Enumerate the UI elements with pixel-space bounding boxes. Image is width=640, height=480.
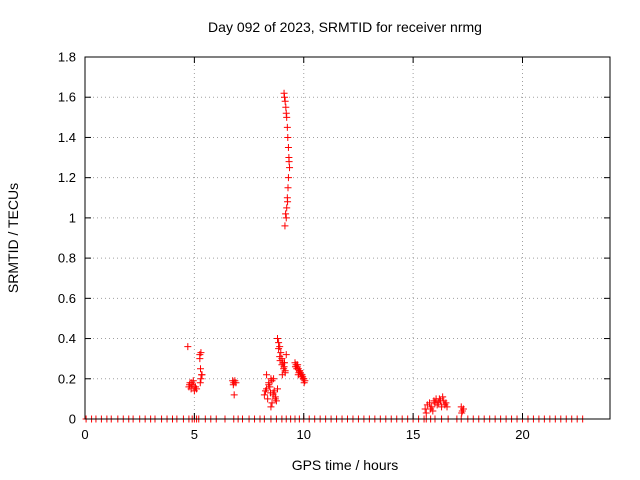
y-tick-label: 0.2 [58,371,76,386]
data-point [433,401,441,409]
data-point [459,405,467,413]
data-point [291,363,299,371]
data-point [261,387,269,395]
data-point [284,198,292,206]
data-point [458,409,466,417]
y-tick-label: 1.6 [58,90,76,105]
data-point [276,353,284,361]
data-point [197,349,205,357]
data-point [197,375,205,383]
x-tick-label: 20 [515,427,529,442]
data-point [284,133,292,141]
data-point [435,395,443,403]
data-point [263,371,271,379]
data-point [284,144,292,151]
data-point [277,349,285,357]
data-point [422,409,430,417]
data-point [188,379,196,387]
data-point [282,214,290,222]
data-point [283,113,291,121]
x-tick-label: 0 [81,427,88,442]
data-point [296,367,304,375]
data-point [281,359,288,367]
data-point [283,204,291,212]
x-tick-label: 5 [191,427,198,442]
data-point [438,403,446,411]
plot-frame [84,56,611,420]
chart-title: Day 092 of 2023, SRMTID for receiver nrm… [208,19,482,35]
data-point [196,379,204,387]
x-tick-label: 10 [297,427,311,442]
grid-lines [85,57,610,419]
data-point [270,375,278,383]
axis-ticks [84,56,610,420]
data-point [284,184,292,192]
data-point [272,397,280,405]
data-point [294,371,302,379]
y-tick-label: 0.4 [58,331,76,346]
y-tick-label: 1.2 [58,170,76,185]
data-point [285,158,293,166]
data-point [198,371,206,379]
data-point [268,399,276,407]
data-point [282,103,290,111]
data-point [190,383,198,391]
data-point [275,339,283,347]
data-point [282,351,290,359]
y-tick-label: 1 [69,210,76,225]
data-point [281,222,289,230]
data-point [442,399,450,407]
tick-labels: 0 0.2 0.4 0.6 0.8 1 1.2 1.4 1.6 1.8 0 5 10 15 20 [58,50,530,443]
y-tick-label: 0.8 [58,251,76,266]
data-point [284,174,292,182]
data-point [260,391,268,399]
y-tick-label: 0 [69,412,76,427]
data-point [230,391,238,399]
data-point [283,123,291,131]
data-point [281,93,288,101]
data-point [275,345,283,353]
data-point [271,393,279,401]
data-point [281,97,289,105]
data-point [280,365,288,373]
data-point [197,365,204,373]
data-point [229,381,237,389]
data-point [278,371,286,379]
x-axis-label: GPS time / hours [292,457,399,473]
data-point [299,375,307,383]
y-tick-label: 1.4 [58,130,76,145]
y-tick-label: 0.6 [58,291,76,306]
y-tick-label: 1.8 [58,50,76,65]
data-point [429,407,437,415]
data-point [264,395,272,403]
y-axis-label: SRMTID / TECUs [5,183,21,293]
data-point [274,335,281,343]
data-point [267,389,274,397]
data-point [265,381,273,389]
data-point [274,385,281,393]
data-point [300,379,308,387]
data-point [196,355,204,363]
data-point [282,210,290,218]
x-tick-label: 15 [406,427,420,442]
data-point [184,343,192,351]
data-point [286,164,294,172]
data-point [267,403,275,411]
